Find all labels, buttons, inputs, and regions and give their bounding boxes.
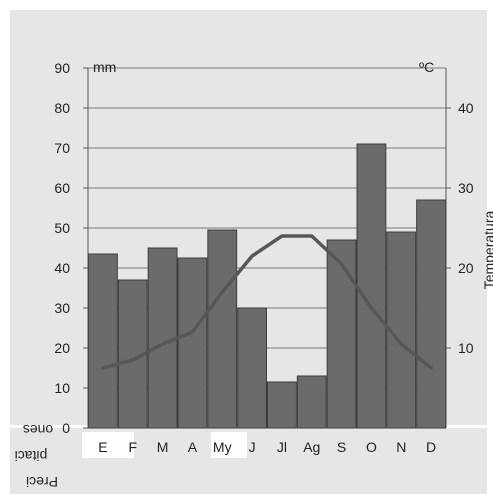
right-tick-label: 20 xyxy=(458,260,474,276)
left-tick-label: 80 xyxy=(54,100,70,116)
bar-my xyxy=(207,229,238,429)
right-axis-ticks: 10 20 30 40 xyxy=(446,100,474,356)
category-label: F xyxy=(128,439,137,455)
bar-jl xyxy=(267,381,297,429)
category-label: J xyxy=(249,439,256,455)
left-tick-label: 60 xyxy=(54,180,70,196)
category-label: My xyxy=(213,439,232,455)
left-axis-label-line: ones xyxy=(23,422,53,438)
left-tick-label: 70 xyxy=(54,140,70,156)
left-tick-label: 0 xyxy=(62,420,70,436)
left-tick-label: 10 xyxy=(54,380,70,396)
category-highlight-e xyxy=(82,432,134,458)
category-highlight-my xyxy=(211,432,247,458)
category-label: E xyxy=(98,439,107,455)
right-axis-label: Temperatura xyxy=(481,210,493,289)
right-tick-label: 10 xyxy=(458,340,474,356)
bar-j xyxy=(237,307,268,429)
category-axis-strip xyxy=(10,428,487,494)
category-label: O xyxy=(366,439,377,455)
left-tick-label: 90 xyxy=(54,60,70,76)
bar-e xyxy=(88,253,118,429)
bar-o xyxy=(356,143,387,429)
left-axis-label-line: Preci xyxy=(26,474,58,490)
category-label: N xyxy=(396,439,406,455)
right-tick-label: 40 xyxy=(458,100,474,116)
category-label: A xyxy=(188,439,198,455)
category-label: M xyxy=(157,439,169,455)
category-label: Ag xyxy=(303,439,320,455)
bar-ag xyxy=(296,375,327,429)
left-tick-label: 20 xyxy=(54,340,70,356)
right-axis-unit: ºC xyxy=(419,59,434,75)
left-axis-ticks: 0 10 20 30 40 50 60 70 80 90 xyxy=(54,60,88,436)
right-tick-label: 30 xyxy=(458,180,474,196)
bar-s xyxy=(326,239,357,429)
category-label: S xyxy=(337,439,346,455)
bar-d xyxy=(416,199,446,429)
temperature-line xyxy=(101,234,433,370)
bar-a xyxy=(177,257,208,429)
category-label: Jl xyxy=(277,439,287,455)
left-axis-label-line: pitaci xyxy=(15,448,48,464)
category-label: D xyxy=(426,439,436,455)
bar-m xyxy=(147,247,178,429)
category-ticks: E F M A My J Jl Ag S O N D xyxy=(98,439,436,455)
left-tick-label: 50 xyxy=(54,220,70,236)
left-axis-label: ones pitaci Preci xyxy=(15,422,58,490)
left-axis-unit: mm xyxy=(93,59,116,75)
left-tick-label: 40 xyxy=(54,260,70,276)
left-tick-label: 30 xyxy=(54,300,70,316)
